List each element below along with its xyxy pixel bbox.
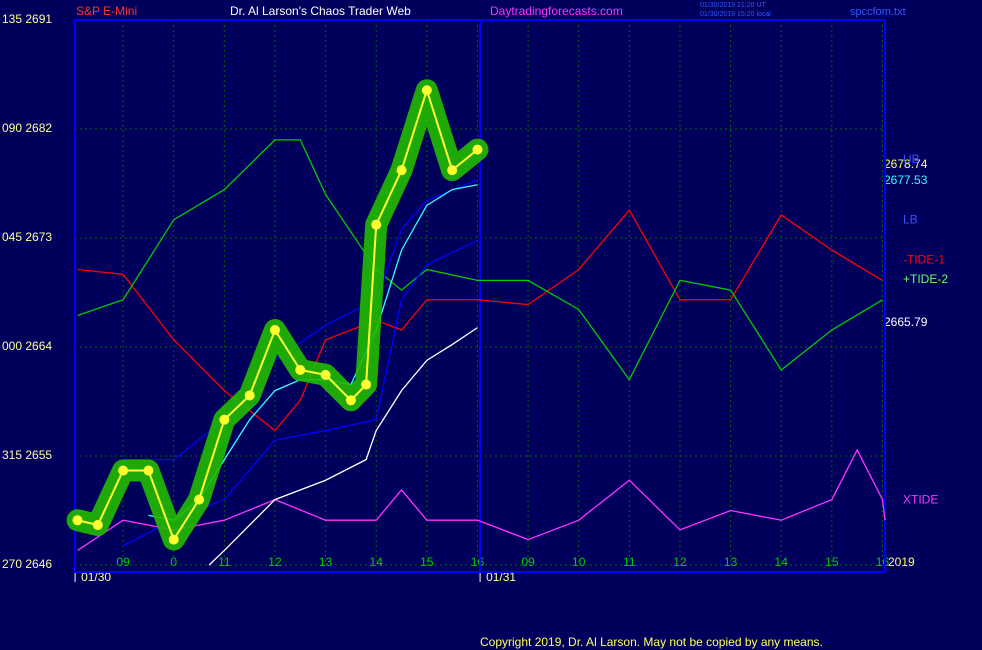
x-tick-label: 16 xyxy=(876,555,890,569)
date-label: 01/31 xyxy=(486,570,516,584)
y-tick-label: 090 2682 xyxy=(2,121,52,135)
value-label: 2677.53 xyxy=(884,173,928,187)
chart-title: Dr. Al Larson's Chaos Trader Web xyxy=(230,4,411,18)
series-line xyxy=(77,448,886,552)
stamp: 01/30/2019 15:20 local xyxy=(700,11,771,18)
x-tick-label: 15 xyxy=(420,555,434,569)
x-tick-label: 16 xyxy=(471,555,485,569)
file-name: spccfom.txt xyxy=(850,6,906,18)
series-label: XTIDE xyxy=(903,492,938,506)
x-tick-label: 10 xyxy=(572,555,586,569)
x-tick-label: 0 xyxy=(170,555,177,569)
y-tick-label: 135 2691 xyxy=(2,12,52,26)
y-tick-label: 315 2655 xyxy=(2,448,52,462)
symbol: S&P E-Mini xyxy=(76,4,137,18)
value-label: 2665.79 xyxy=(884,315,928,329)
series-line xyxy=(123,179,478,461)
site: Daytradingforecasts.com xyxy=(490,4,623,18)
x-tick-label: 09 xyxy=(521,555,535,569)
x-tick-label: 12 xyxy=(268,555,282,569)
x-tick-label: 14 xyxy=(775,555,789,569)
x-tick-label: 14 xyxy=(370,555,384,569)
year: 2019 xyxy=(888,555,915,569)
date-label: 01/30 xyxy=(81,570,111,584)
series-line xyxy=(77,209,883,432)
x-tick-label: 13 xyxy=(724,555,738,569)
series-line xyxy=(77,86,479,542)
series-label: -TIDE-1 xyxy=(903,253,945,267)
series-line xyxy=(208,327,478,566)
x-tick-label: 13 xyxy=(319,555,333,569)
x-tick-label: 11 xyxy=(218,555,231,569)
y-tick-label: 270 2646 xyxy=(2,557,52,571)
y-tick-label: 045 2673 xyxy=(2,230,52,244)
series-label: UB xyxy=(903,152,920,166)
x-tick-label: 11 xyxy=(623,555,636,569)
series-label: LB xyxy=(903,213,918,227)
series-label: +TIDE-2 xyxy=(903,272,948,286)
copyright: Copyright 2019, Dr. Al Larson. May not b… xyxy=(480,635,823,649)
x-tick-label: 15 xyxy=(825,555,839,569)
x-tick-label: 09 xyxy=(116,555,130,569)
series-line xyxy=(77,139,883,381)
value-label: 2678.74 xyxy=(884,157,928,171)
stamp: 01/30/2019 21:20 UT xyxy=(700,2,766,9)
x-tick-label: 12 xyxy=(673,555,687,569)
y-tick-label: 000 2664 xyxy=(2,339,52,353)
